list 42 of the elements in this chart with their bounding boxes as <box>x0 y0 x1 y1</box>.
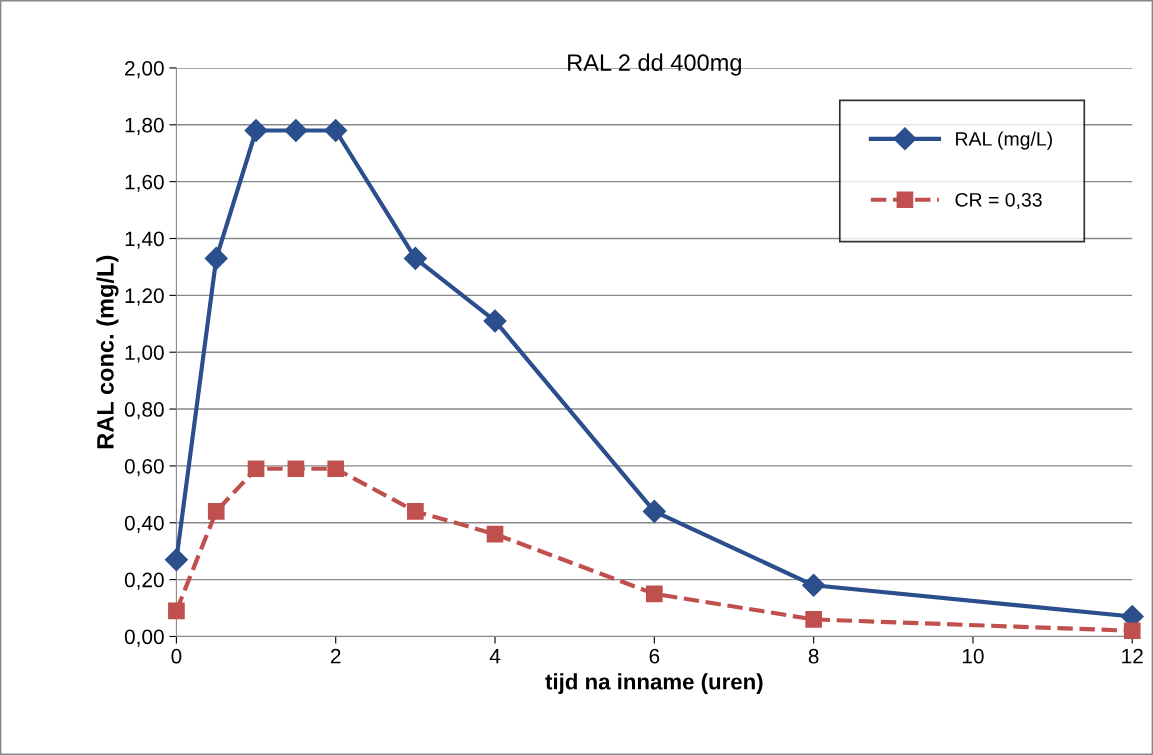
point <box>407 503 424 520</box>
y-tick-label: 1,80 <box>125 117 164 136</box>
point <box>287 460 305 478</box>
x-tick-label: 4 <box>489 649 501 664</box>
point <box>802 573 826 597</box>
legend-label: RAL (mg/L) <box>956 131 1052 150</box>
point <box>483 309 507 333</box>
y-axis-title: RAL conc. (mg/L) <box>96 255 119 449</box>
point <box>207 503 225 520</box>
x-tick-label: 10 <box>962 648 984 664</box>
point <box>284 118 308 142</box>
chart-title: RAL 2 dd 400mg <box>568 53 741 76</box>
x-tick-label: 12 <box>1122 648 1143 664</box>
y-tick-label: 1,40 <box>125 231 164 249</box>
y-tick-label: 1,20 <box>125 288 164 306</box>
point <box>486 525 504 543</box>
point <box>324 118 348 142</box>
x-tick-label: 0 <box>171 648 182 664</box>
point <box>805 611 822 628</box>
x-tick-label: 8 <box>808 648 819 664</box>
point <box>1123 622 1141 640</box>
y-tick-label: 0,00 <box>124 629 164 647</box>
point <box>642 499 666 523</box>
x-tick-label: 6 <box>649 648 660 664</box>
y-tick-label: 0,60 <box>124 458 164 477</box>
x-axis-title: tijd na inname (uren) <box>545 673 763 694</box>
y-tick-label: 1,60 <box>125 174 164 192</box>
point <box>164 548 188 572</box>
point <box>244 118 268 142</box>
point <box>327 460 345 478</box>
point <box>204 246 228 270</box>
point <box>403 246 427 270</box>
y-tick-label: 1,00 <box>125 345 164 363</box>
y-tick-label: 0,80 <box>124 402 164 420</box>
y-tick-label: 0,20 <box>124 572 164 590</box>
point <box>645 585 663 603</box>
y-tick-label: 0,40 <box>124 515 164 533</box>
point <box>168 602 185 620</box>
point <box>247 460 265 478</box>
y-tick-label: 2,00 <box>125 60 164 79</box>
legend-label: CR = 0,33 <box>955 192 1042 210</box>
x-tick-label: 2 <box>330 648 341 664</box>
